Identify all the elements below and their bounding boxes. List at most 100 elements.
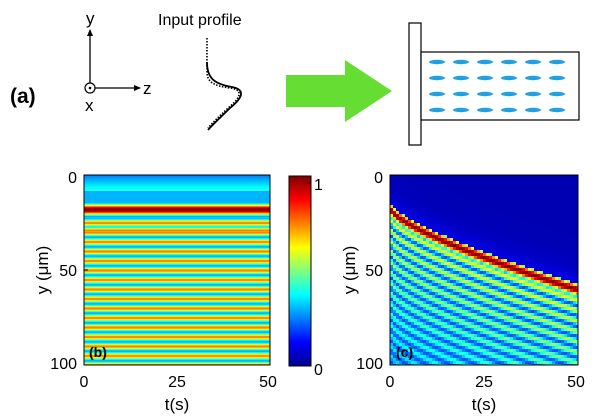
heatmap-c-cell: [480, 283, 484, 287]
heatmap-c-cell: [438, 304, 442, 308]
heatmap-c-cell: [552, 310, 556, 314]
heatmap-c-cell: [462, 349, 466, 353]
heatmap-c-cell: [573, 304, 577, 308]
heatmap-c-cell: [417, 346, 421, 350]
heatmap-c-cell: [480, 181, 484, 185]
heatmap-c-cell: [417, 358, 421, 362]
heatmap-c-cell: [576, 343, 578, 347]
heatmap-c-cell: [573, 184, 577, 188]
heatmap-c-cell: [393, 349, 397, 353]
heatmap-c-cell: [438, 361, 442, 365]
heatmap-c-cell: [561, 196, 565, 200]
heatmap-c-cell: [450, 217, 454, 221]
heatmap-c-cell: [408, 298, 412, 302]
heatmap-c-cell: [573, 289, 577, 293]
heatmap-c-cell: [474, 328, 478, 332]
heatmap-c-cell: [423, 301, 427, 305]
heatmap-c-cell: [516, 352, 520, 356]
heatmap-c-cell: [435, 187, 439, 191]
heatmap-c-cell: [390, 175, 394, 179]
heatmap-c-cell: [474, 361, 478, 365]
heatmap-c-cell: [573, 343, 577, 347]
heatmap-c-cell: [507, 325, 511, 329]
heatmap-c-cell: [435, 247, 439, 251]
heatmap-b-row: [84, 269, 270, 271]
heatmap-c-cell: [393, 241, 397, 245]
heatmap-c-cell: [528, 301, 532, 305]
heatmap-c-cell: [561, 223, 565, 227]
heatmap-c-cell: [501, 259, 505, 263]
heatmap-c-cell: [465, 343, 469, 347]
heatmap-c-cell: [402, 283, 406, 287]
heatmap-c-cell: [393, 247, 397, 251]
heatmap-c-cell: [483, 331, 487, 335]
heatmap-c-cell: [510, 331, 514, 335]
heatmap-c-cell: [417, 253, 421, 257]
heatmap-c-cell: [558, 241, 562, 245]
heatmap-c-cell: [477, 337, 481, 341]
heatmap-c-cell: [576, 295, 578, 299]
heatmap-c-cell: [537, 217, 541, 221]
heatmap-c-cell: [501, 286, 505, 290]
heatmap-c-cell: [570, 265, 574, 269]
heatmap-c-cell: [414, 346, 418, 350]
heatmap-c-cell: [414, 214, 418, 218]
heatmap-c-cell: [417, 193, 421, 197]
heatmap-c-cell: [480, 313, 484, 317]
heatmap-c-cell: [474, 184, 478, 188]
heatmap-b-row: [84, 293, 270, 295]
heatmap-c-cell: [474, 289, 478, 293]
heatmap-c-cell: [396, 319, 400, 323]
heatmap-c-cell: [531, 355, 535, 359]
heatmap-c-cell: [549, 289, 553, 293]
heatmap-c-cell: [510, 226, 514, 230]
heatmap-c-cell: [435, 283, 439, 287]
heatmap-c-cell: [516, 268, 520, 272]
heatmap-c-cell: [462, 322, 466, 326]
heatmap-c-cell: [519, 283, 523, 287]
heatmap-c-cell: [390, 292, 394, 296]
heatmap-c-cell: [567, 343, 571, 347]
heatmap-c-cell: [477, 280, 481, 284]
heatmap-c-cell: [477, 331, 481, 335]
heatmap-c-cell: [540, 319, 544, 323]
heatmap-c-cell: [441, 325, 445, 329]
heatmap-c-cell: [534, 289, 538, 293]
heatmap-c-cell: [510, 292, 514, 296]
heatmap-c-cell: [558, 190, 562, 194]
heatmap-c-cell: [504, 202, 508, 206]
heatmap-c-cell: [513, 331, 517, 335]
heatmap-c-cell: [516, 295, 520, 299]
heatmap-c-cell: [453, 244, 457, 248]
heatmap-c-cell: [519, 352, 523, 356]
heatmap-c-cell: [414, 331, 418, 335]
heatmap-c-cell: [447, 301, 451, 305]
heatmap-c-cell: [468, 322, 472, 326]
heatmap-c-cell: [447, 247, 451, 251]
heatmap-c-cell: [501, 268, 505, 272]
heatmap-c-cell: [546, 298, 550, 302]
heatmap-c-cell: [558, 340, 562, 344]
heatmap-c-cell: [450, 223, 454, 227]
heatmap-c-cell: [546, 340, 550, 344]
heatmap-c-cell: [483, 265, 487, 269]
heatmap-c-cell: [450, 181, 454, 185]
heatmap-c-cell: [528, 232, 532, 236]
heatmap-c-cell: [462, 343, 466, 347]
heatmap-b-row: [84, 262, 270, 264]
heatmap-c-cell: [561, 262, 565, 266]
heatmap-c-cell: [537, 265, 541, 269]
heatmap-c-cell: [555, 355, 559, 359]
heatmap-c-cell: [507, 259, 511, 263]
heatmap-c-cell: [462, 280, 466, 284]
heatmap-b-row: [84, 321, 270, 323]
heatmap-c-cell: [519, 247, 523, 251]
heatmap-c-cell: [423, 349, 427, 353]
heatmap-c-cell: [510, 322, 514, 326]
heatmap-c-cell: [393, 217, 397, 221]
heatmap-c-cell: [480, 175, 484, 179]
heatmap-c-cell: [423, 232, 427, 236]
heatmap-c-cell: [453, 265, 457, 269]
heatmap-c-cell: [396, 307, 400, 311]
